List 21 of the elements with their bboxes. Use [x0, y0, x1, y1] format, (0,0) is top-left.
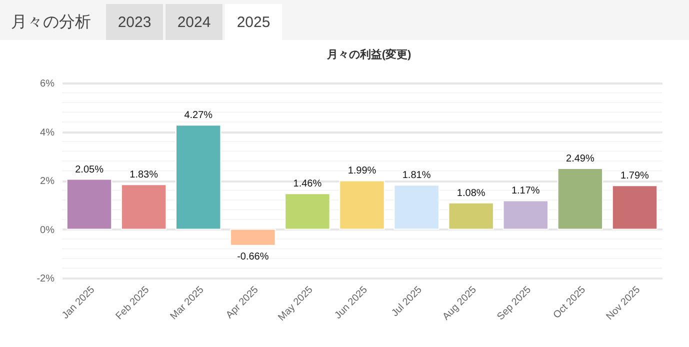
data-label: 1.46% [293, 178, 322, 190]
data-label: 2.49% [566, 154, 594, 165]
data-label: 1.17% [511, 186, 540, 197]
text: 2023 [118, 14, 152, 31]
text: 月々の分析 [11, 14, 91, 31]
text: 2025 [236, 14, 270, 31]
data-label: 1.79% [620, 170, 650, 182]
data-label: 4.27% [184, 110, 213, 122]
y-tick-label: -2% [36, 274, 55, 284]
y-tick-label: 0% [40, 224, 55, 236]
data-label: 1.83% [130, 170, 158, 181]
y-tick-label: 2% [40, 176, 55, 187]
data-label: 2.05% [75, 164, 104, 176]
data-label: 1.81% [402, 170, 431, 182]
chart-title: 月々の利益(変更) [326, 48, 412, 61]
data-label: -0.66% [237, 251, 269, 262]
data-label: 1.08% [456, 188, 486, 199]
data-label: 1.99% [348, 166, 376, 177]
text: 2024 [177, 14, 211, 31]
y-tick-label: 4% [40, 127, 55, 138]
y-tick-label: 6% [40, 78, 55, 90]
